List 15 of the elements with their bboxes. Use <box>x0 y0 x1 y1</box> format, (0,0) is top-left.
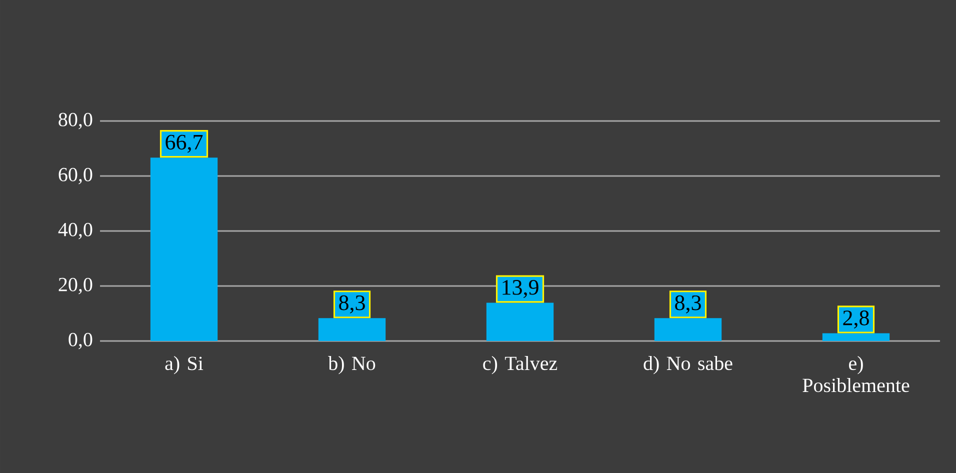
data-label: 8,3 <box>339 295 365 314</box>
y-tick-label: 40,0 <box>58 222 92 240</box>
data-label: 2,8 <box>843 310 869 329</box>
x-tick-label: b) No <box>328 356 376 374</box>
y-tick-label: 80,0 <box>58 112 92 130</box>
data-label: 66,7 <box>166 134 203 153</box>
data-label: 8,3 <box>675 295 701 314</box>
y-tick-label: 0,0 <box>68 332 92 350</box>
data-label: 13,9 <box>502 280 538 298</box>
x-tick-label: c) Talvez <box>483 356 558 374</box>
y-tick-label: 20,0 <box>58 278 92 294</box>
x-tick-label: e) Posiblemente <box>802 356 910 392</box>
y-tick-label: 60,0 <box>58 168 92 184</box>
x-tick-label: d) No sabe <box>644 356 732 374</box>
x-tick-label: a) Si <box>165 356 204 374</box>
